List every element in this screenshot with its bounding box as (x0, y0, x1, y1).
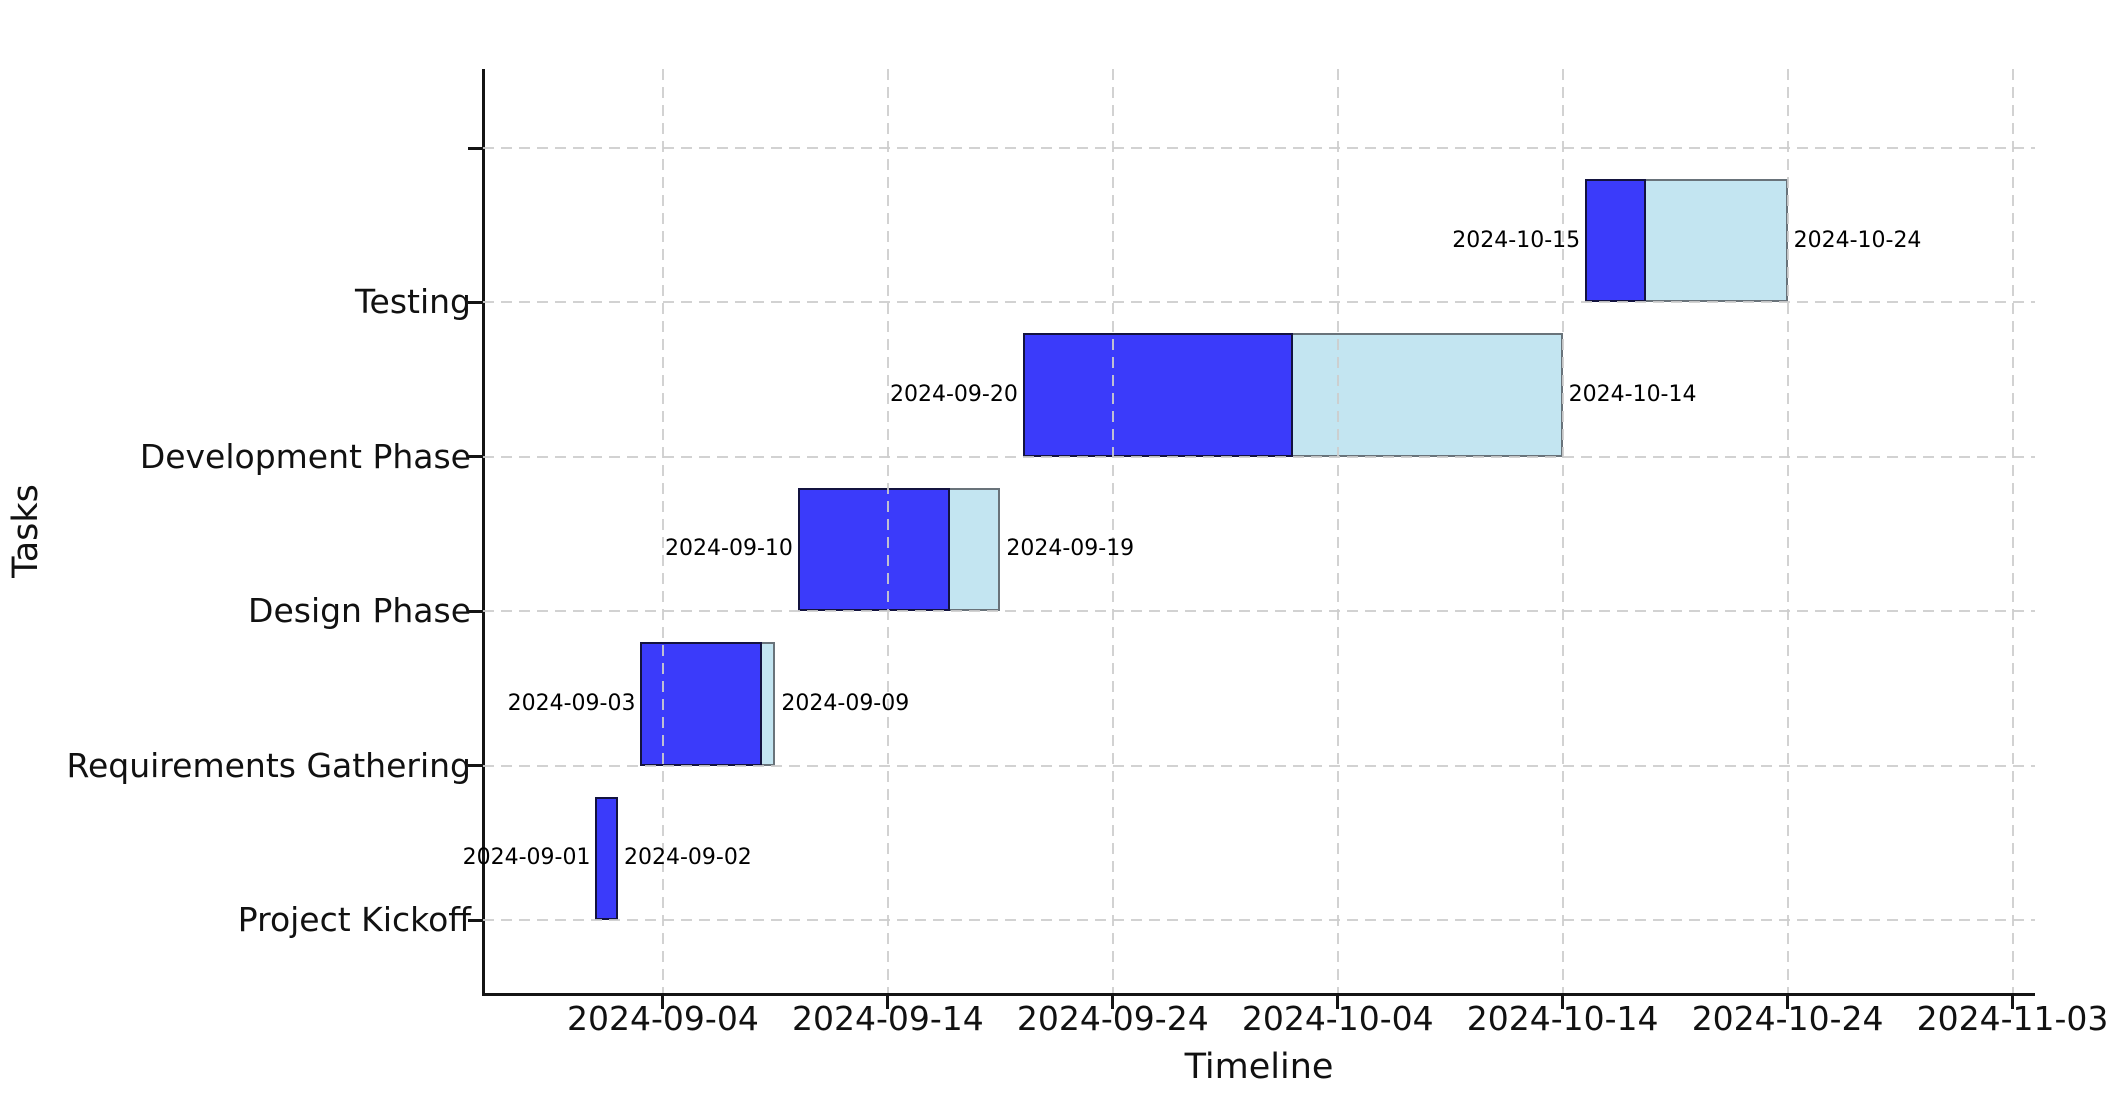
x-gridline (2011, 69, 2014, 993)
bar-start-date-label: 2024-09-01 (462, 845, 591, 871)
bar-end-date-label: 2024-10-14 (1568, 382, 1697, 408)
bar-start-date-label: 2024-09-20 (889, 382, 1018, 408)
bar-end-date-label: 2024-09-19 (1006, 536, 1135, 562)
x-gridline (661, 69, 664, 993)
x-gridline (1111, 69, 1114, 993)
bar-start-date-label: 2024-10-15 (1452, 227, 1581, 253)
y-gridline (483, 919, 2035, 921)
x-gridline (886, 69, 889, 993)
x-tick-mark (661, 995, 665, 1009)
y-tick-mark (468, 300, 482, 304)
y-axis-spine (481, 69, 485, 996)
y-tick-mark (468, 146, 482, 150)
y-axis-title: Tasks (6, 484, 46, 578)
x-gridline (1336, 69, 1339, 993)
bar-start-date-label: 2024-09-03 (507, 690, 636, 716)
y-tick-label: Development Phase (139, 436, 471, 476)
y-tick-label: Project Kickoff (237, 900, 471, 939)
x-gridline (1786, 69, 1789, 993)
gantt-bar-progress (1022, 333, 1293, 457)
y-tick-mark (468, 609, 482, 613)
y-gridline (483, 301, 2035, 304)
x-gridline (1561, 69, 1564, 993)
y-gridline (483, 147, 2035, 149)
y-tick-label: Testing (354, 282, 471, 322)
x-tick-mark (1111, 995, 1115, 1009)
y-tick-label: Requirements Gathering (66, 745, 471, 785)
gantt-bar-progress (797, 487, 950, 612)
y-tick-label: Design Phase (248, 591, 471, 631)
x-tick-mark (1786, 995, 1790, 1009)
y-tick-mark (468, 764, 482, 768)
x-axis-title: Timeline (1184, 1047, 1334, 1087)
x-tick-mark (1336, 995, 1340, 1009)
y-tick-mark (468, 455, 482, 459)
bar-end-date-label: 2024-10-24 (1793, 227, 1922, 253)
gantt-bar-progress (1585, 178, 1646, 303)
x-tick-mark (1561, 995, 1565, 1009)
x-tick-mark (2011, 995, 2014, 1009)
gantt-bar-progress (595, 796, 618, 920)
bar-end-date-label: 2024-09-09 (781, 690, 910, 716)
x-axis-spine (481, 993, 2035, 996)
bar-end-date-label: 2024-09-02 (623, 845, 752, 871)
y-gridline (483, 610, 2035, 613)
y-tick-mark (468, 918, 482, 922)
bar-start-date-label: 2024-09-10 (665, 536, 793, 562)
gantt-bar-progress (640, 642, 762, 766)
x-tick-mark (886, 995, 890, 1009)
y-gridline (483, 764, 2035, 767)
y-gridline (483, 455, 2035, 458)
